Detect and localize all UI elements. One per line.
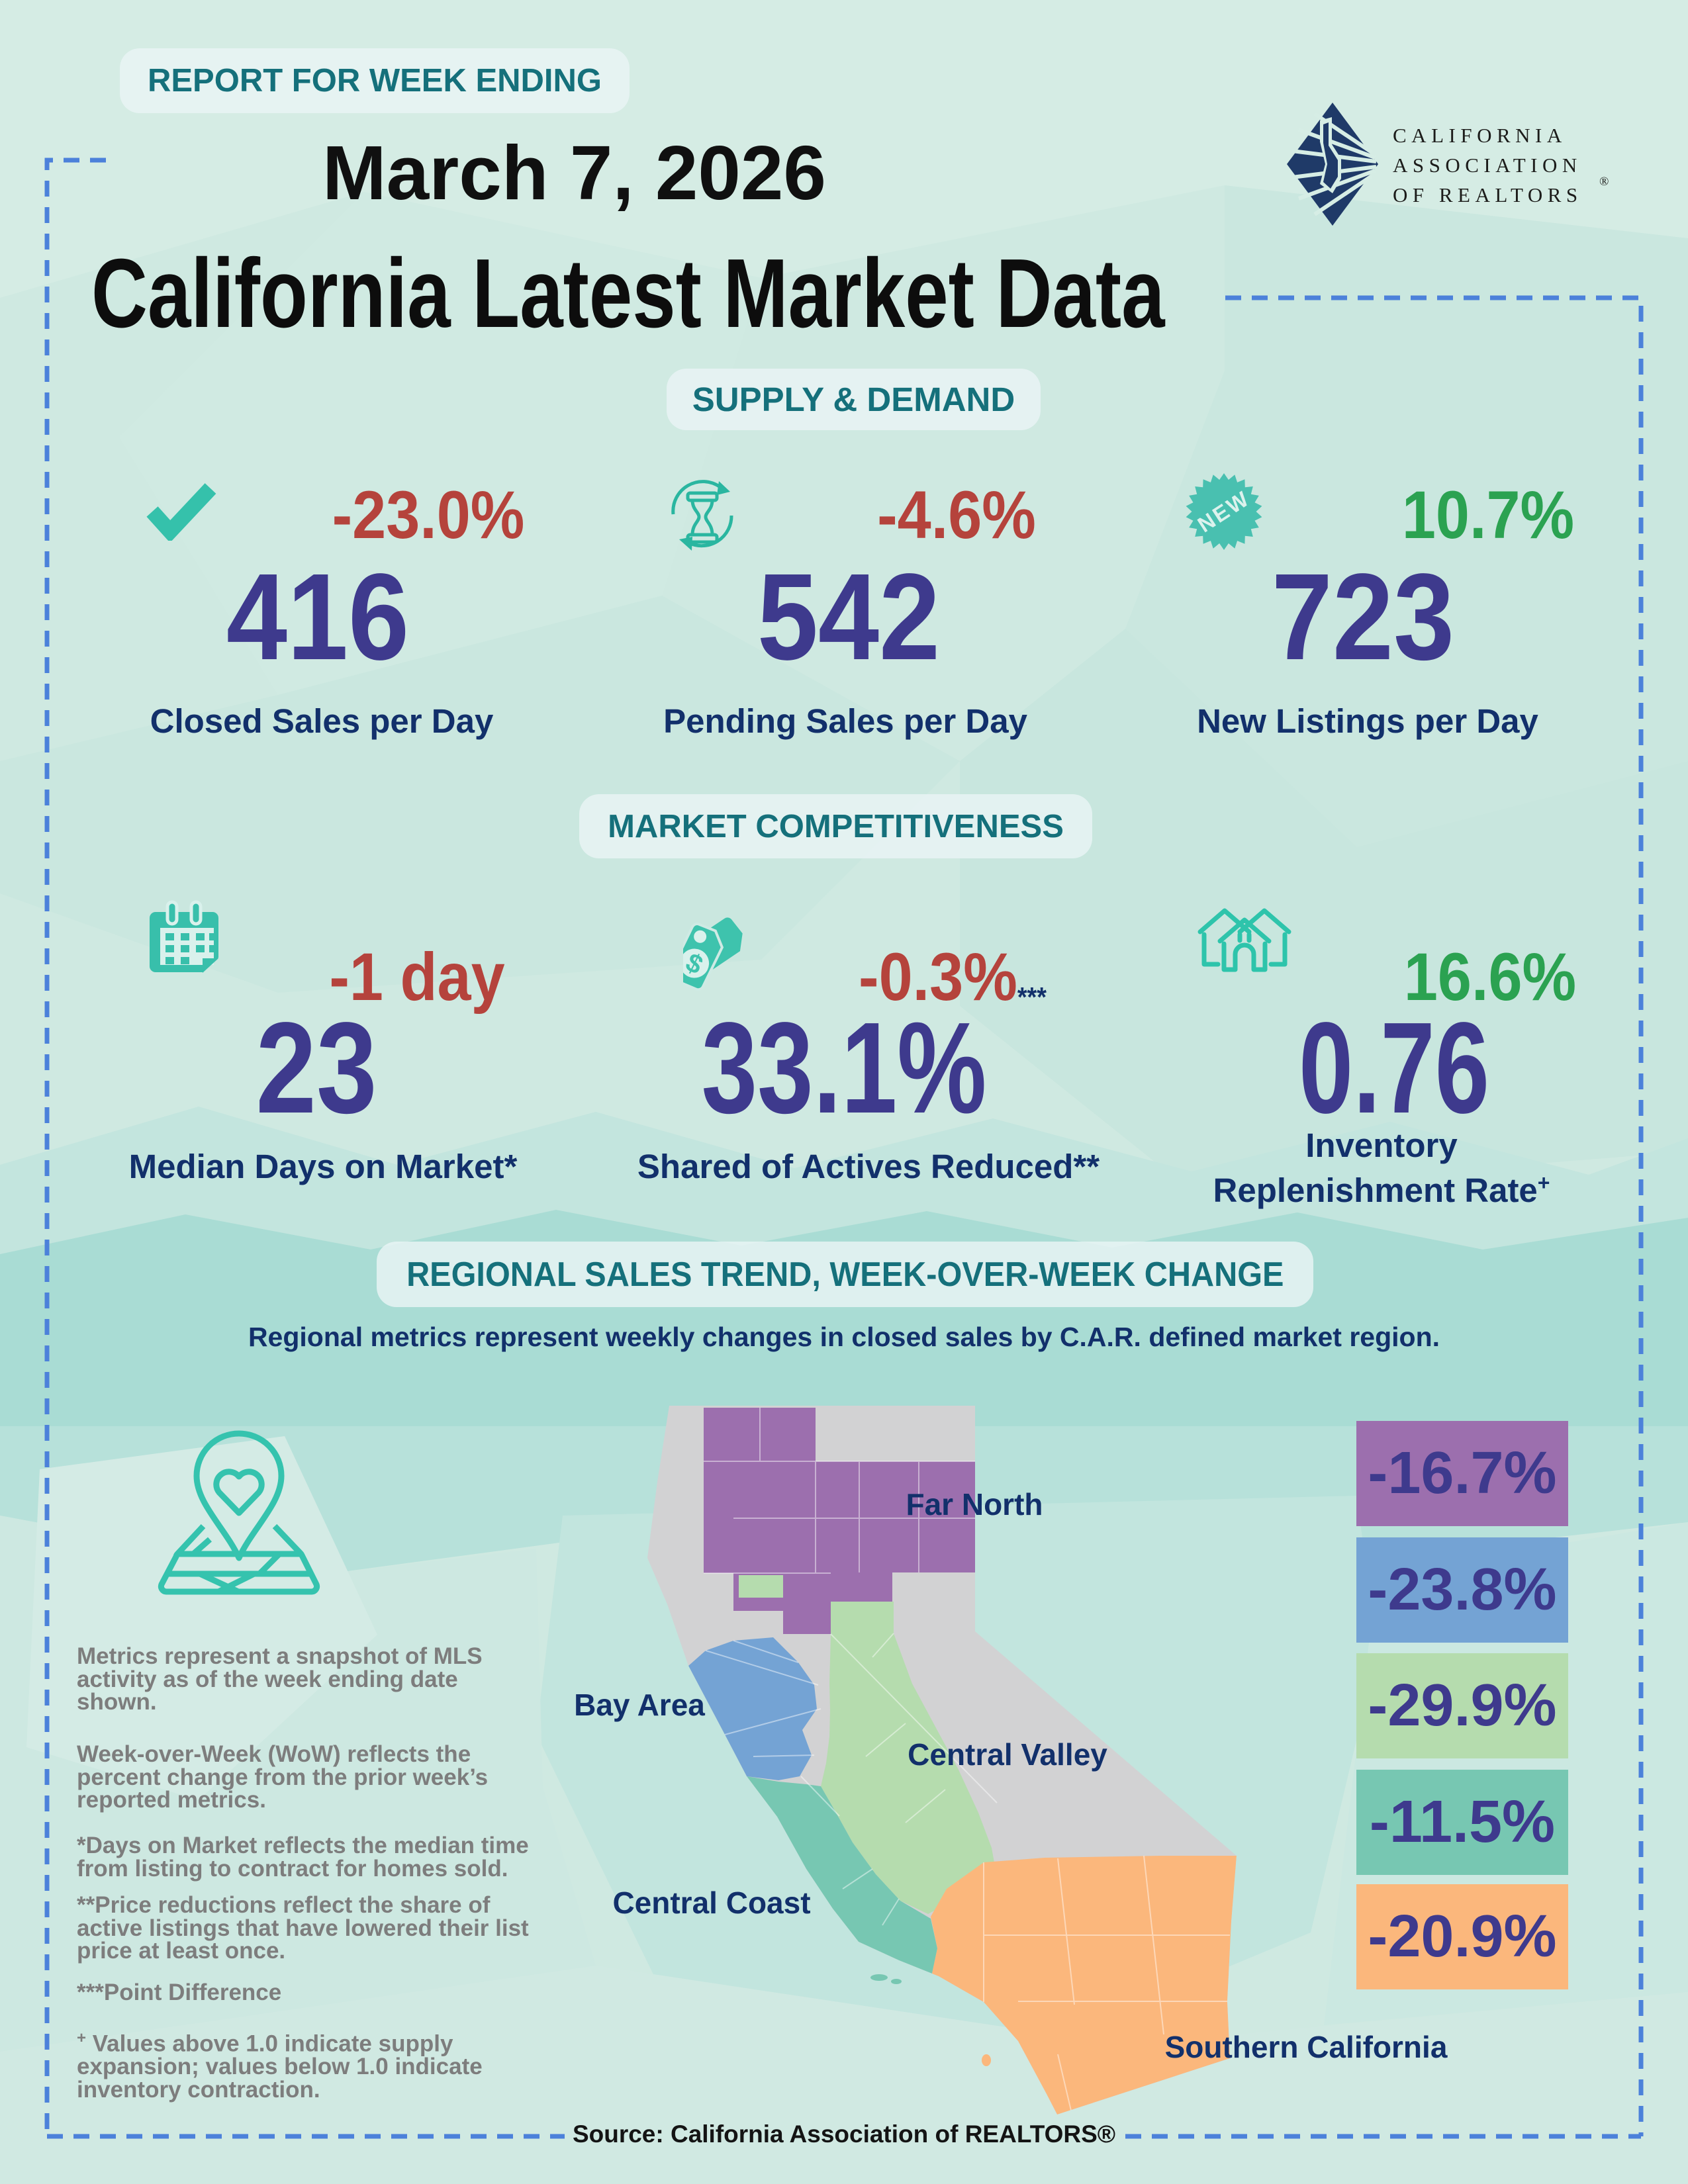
svg-text:CALIFORNIA: CALIFORNIA: [1393, 124, 1567, 147]
svg-text:OF REALTORS: OF REALTORS: [1393, 183, 1583, 206]
svg-text:®: ®: [1599, 175, 1609, 189]
svg-text:ASSOCIATION: ASSOCIATION: [1393, 154, 1582, 177]
